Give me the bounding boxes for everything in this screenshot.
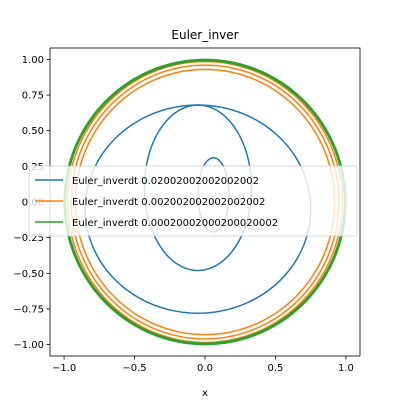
- legend-label: Euler_inverdt 0.02002002002002002: [72, 176, 259, 187]
- x-axis-label: x: [202, 388, 208, 399]
- x-axis-ticks: −1.0 −0.5 0.0 0.5 1.0: [52, 356, 354, 374]
- legend-label: Euler_inverdt 0.00020002000200020002: [72, 218, 278, 229]
- x-tick-label: 1.0: [338, 363, 354, 374]
- y-tick-label: −0.25: [13, 233, 44, 244]
- legend-label: Euler_inverdt 0.002002002002002002: [72, 197, 265, 208]
- y-tick-label: 1.00: [22, 55, 44, 66]
- chart-title: Euler_inver: [171, 28, 238, 42]
- y-tick-label: 0.75: [22, 91, 44, 102]
- legend-box: [28, 165, 358, 237]
- x-tick-label: −0.5: [122, 363, 146, 374]
- legend: Euler_inverdt 0.02002002002002002 Euler_i…: [28, 165, 358, 237]
- x-tick-label: 0.5: [268, 363, 284, 374]
- y-tick-label: −0.50: [13, 269, 44, 280]
- x-tick-label: 0.0: [197, 363, 213, 374]
- legend-items: Euler_inverdt 0.02002002002002002 Euler_i…: [35, 176, 278, 229]
- y-tick-label: 0.50: [22, 126, 44, 137]
- y-tick-label: −0.75: [13, 304, 44, 315]
- x-tick-label: −1.0: [52, 363, 76, 374]
- y-tick-label: −1.00: [13, 340, 44, 351]
